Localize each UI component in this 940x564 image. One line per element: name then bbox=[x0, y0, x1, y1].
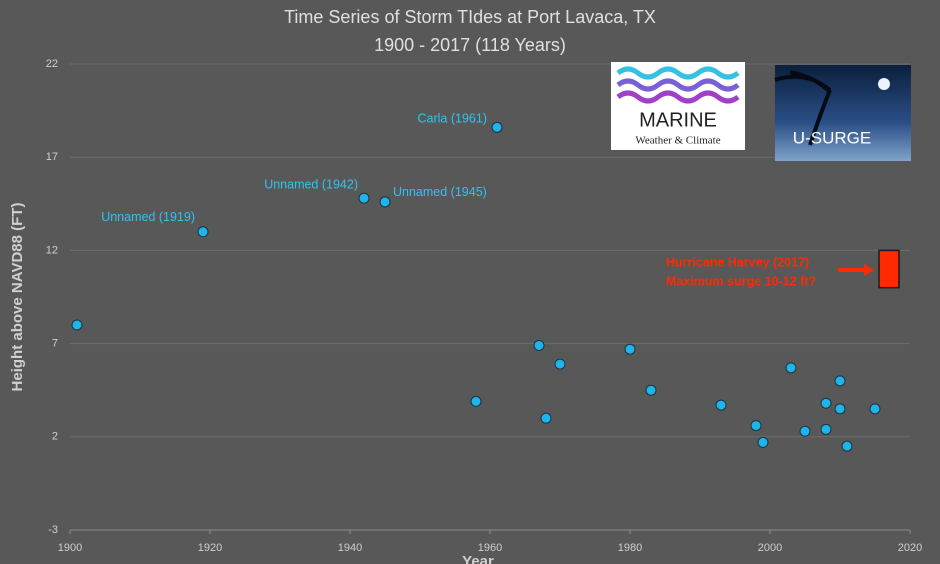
point bbox=[869, 403, 881, 415]
harvey-range bbox=[878, 249, 900, 289]
point bbox=[197, 226, 209, 238]
x-tick-label: 2020 bbox=[898, 542, 922, 554]
x-tick-label: 1980 bbox=[618, 542, 642, 554]
point bbox=[491, 121, 503, 133]
y-tick-label: 2 bbox=[52, 431, 58, 443]
point bbox=[757, 436, 769, 448]
harvey-arrowhead bbox=[864, 264, 874, 276]
harvey-text: Hurricane Harvey (2017) bbox=[666, 255, 809, 269]
wave bbox=[616, 78, 740, 92]
point bbox=[834, 403, 846, 415]
palm bbox=[774, 70, 832, 146]
x-tick-label: 1900 bbox=[58, 542, 82, 554]
point bbox=[750, 420, 762, 432]
x-tick-label: 1920 bbox=[198, 542, 222, 554]
marine-logo: MARINE Weather & Climate bbox=[611, 62, 745, 150]
y-tick-label: 12 bbox=[46, 244, 58, 256]
point-label: Unnamed (1942) bbox=[264, 178, 358, 192]
point-label: Unnamed (1945) bbox=[393, 185, 487, 199]
y-axis-label: Height above NAVD88 (FT) bbox=[9, 203, 26, 392]
point bbox=[624, 343, 636, 355]
point bbox=[799, 425, 811, 437]
point bbox=[841, 440, 853, 452]
y-tick-label: 17 bbox=[46, 151, 58, 163]
point bbox=[470, 395, 482, 407]
point-label: Carla (1961) bbox=[418, 112, 487, 126]
point bbox=[715, 399, 727, 411]
point bbox=[834, 375, 846, 387]
point bbox=[820, 423, 832, 435]
logo-text: MARINE bbox=[639, 109, 717, 131]
x-tick-label: 1960 bbox=[478, 542, 502, 554]
x-tick-label: 1940 bbox=[338, 542, 362, 554]
wave bbox=[616, 90, 740, 104]
harvey-text: Maximum surge 10-12 ft? bbox=[666, 274, 816, 288]
point bbox=[358, 192, 370, 204]
point bbox=[554, 358, 566, 370]
plot: -3 2 7 12 17 22 1900 1920 1940 1960 1980 2000 2020 Un… bbox=[46, 58, 922, 554]
point bbox=[71, 319, 83, 331]
y-tick-label: 22 bbox=[46, 58, 58, 70]
point bbox=[645, 384, 657, 396]
point bbox=[540, 412, 552, 424]
chart-title: Time Series of Storm TIdes at Port Lavac… bbox=[284, 7, 656, 27]
logo-text: U-SURGE bbox=[793, 128, 871, 147]
y-tick-label: 7 bbox=[52, 338, 58, 350]
point bbox=[785, 362, 797, 374]
point bbox=[533, 339, 545, 351]
point bbox=[820, 397, 832, 409]
point-label: Unnamed (1919) bbox=[101, 210, 195, 224]
moon bbox=[878, 78, 890, 90]
wave bbox=[616, 66, 740, 80]
usurge-logo: U-SURGE bbox=[774, 65, 911, 161]
logo-subtext: Weather & Climate bbox=[635, 135, 720, 147]
y-tick-label: -3 bbox=[48, 524, 58, 536]
point bbox=[379, 196, 391, 208]
x-tick-label: 2000 bbox=[758, 542, 782, 554]
chart-subtitle: 1900 - 2017 (118 Years) bbox=[374, 35, 566, 55]
x-axis-label: Year bbox=[462, 553, 494, 564]
